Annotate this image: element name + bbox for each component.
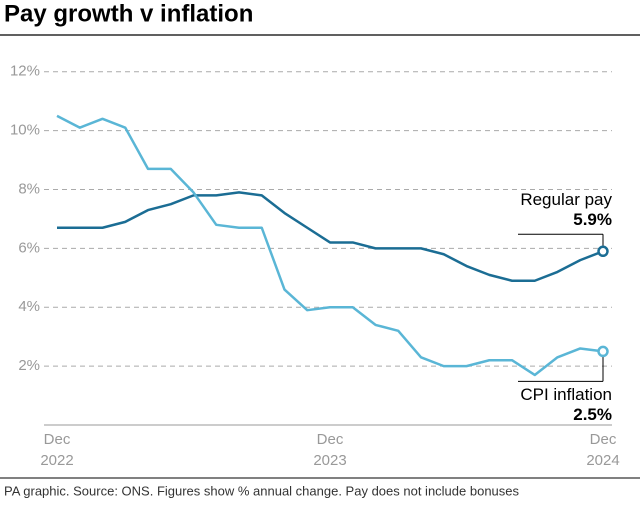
legend-label: CPI inflation [520, 385, 612, 404]
x-tick-label: Dec 2022 [40, 431, 73, 469]
y-tick-label: 4% [18, 298, 40, 315]
y-tick-label: 12% [10, 63, 40, 80]
y-tick-label: 8% [18, 180, 40, 197]
series-line [57, 191, 604, 282]
x-tick-label: Dec 2024 [586, 431, 619, 469]
y-tick-label: 6% [18, 239, 40, 256]
source: PA graphic. Source: ONS. Figures show % … [4, 483, 520, 498]
legend-label: Regular pay [520, 190, 612, 209]
data-label: 2.5% [573, 405, 612, 424]
y-tick-label: 2% [18, 357, 40, 374]
x-tick-label: Dec 2023 [313, 431, 346, 469]
data-label: 5.9% [573, 210, 612, 229]
end-point [597, 345, 609, 358]
end-point [597, 245, 609, 258]
series-line [56, 114, 604, 377]
y-tick-label: 10% [10, 122, 40, 139]
chart-title: Pay growth v inflation [4, 0, 253, 27]
